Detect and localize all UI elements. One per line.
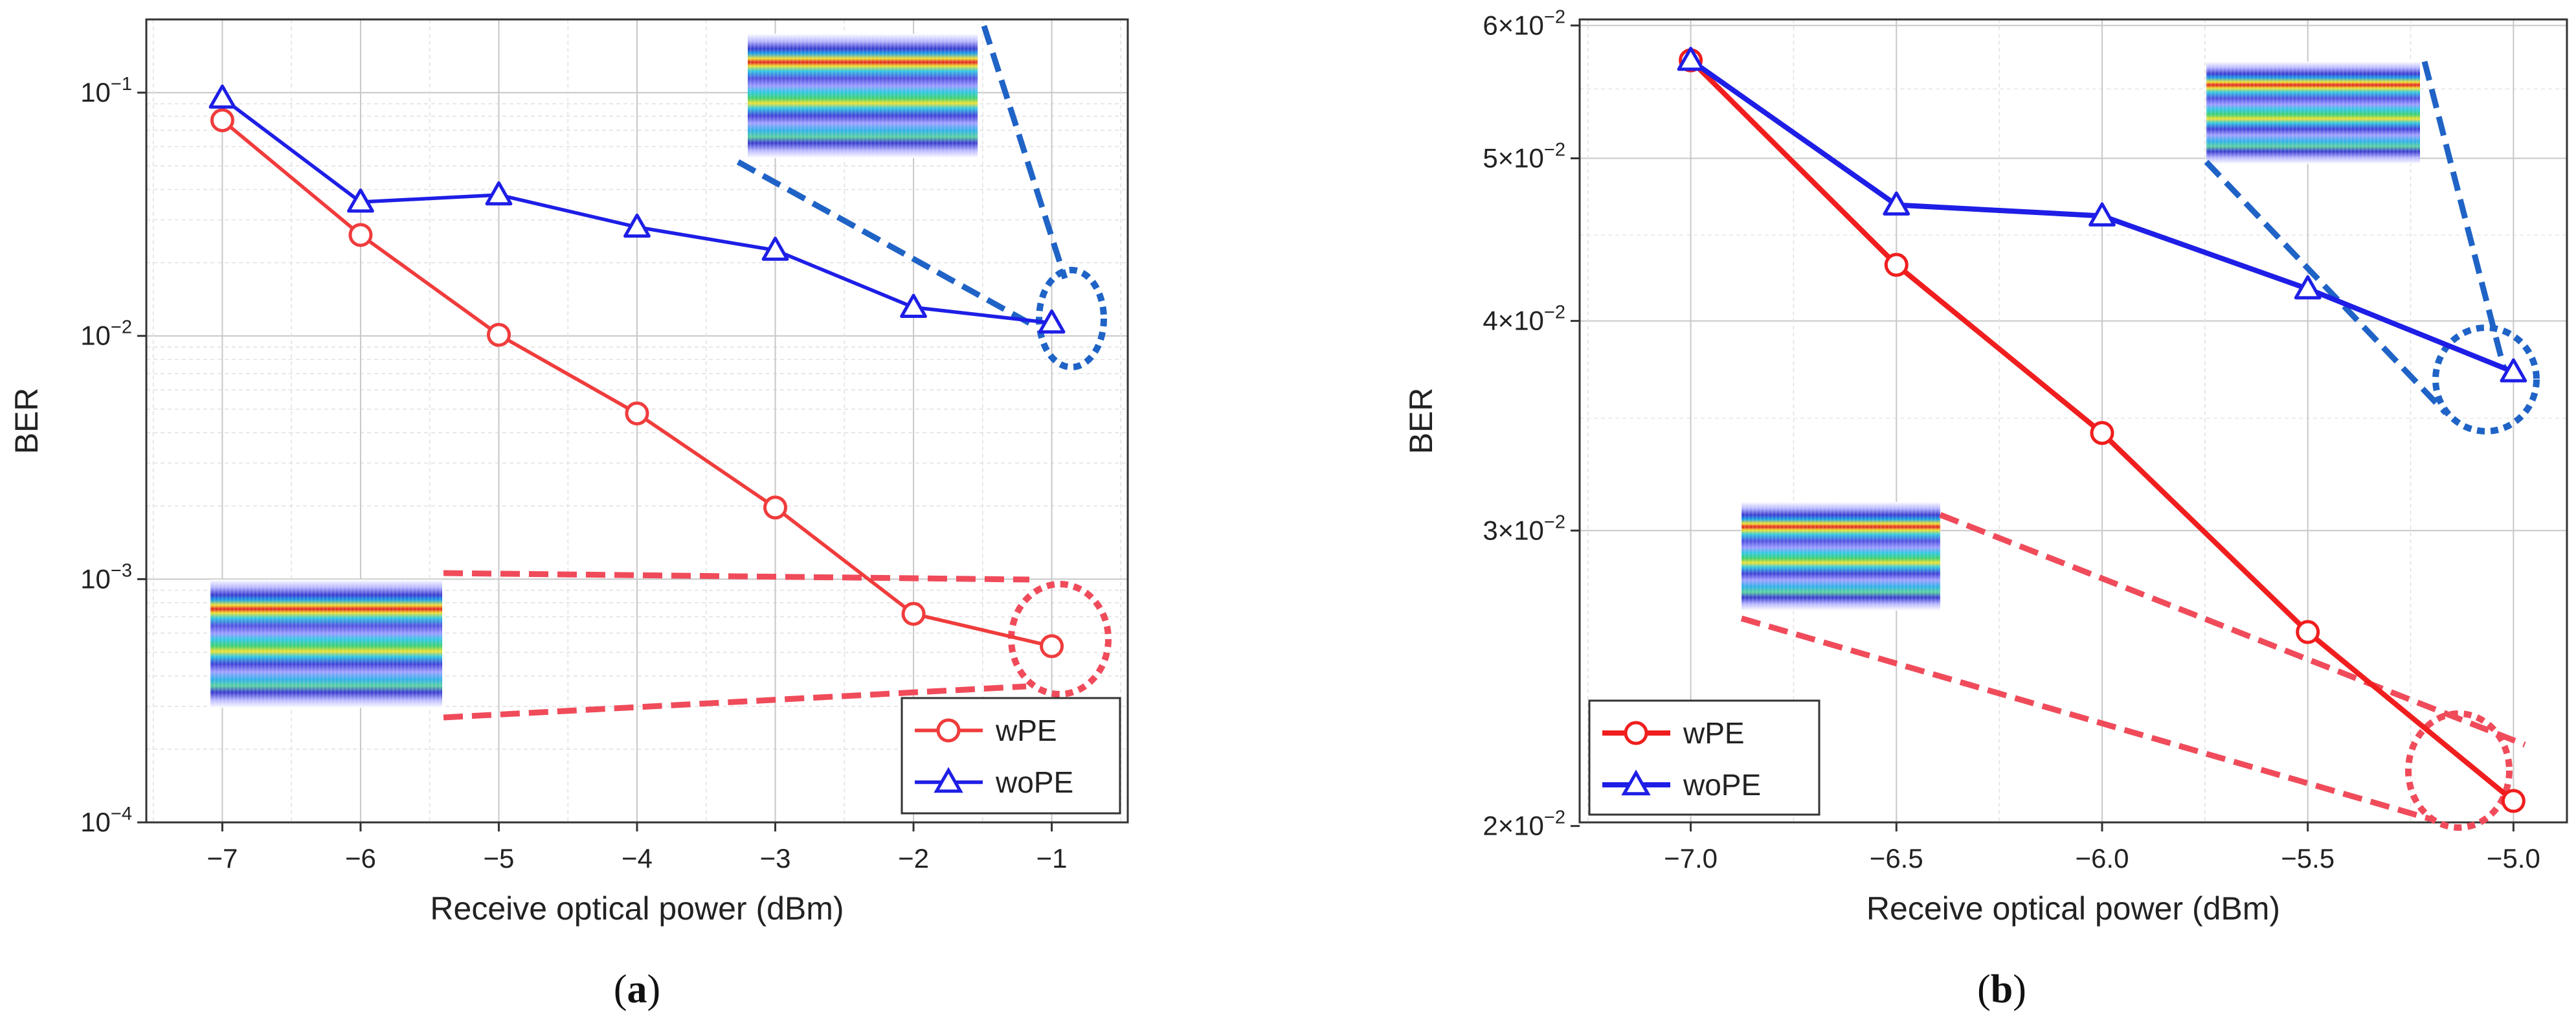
x-tick-label: −5.5	[2281, 843, 2335, 874]
legend-box	[901, 697, 1121, 815]
callout-dashed-line	[443, 570, 1030, 583]
marker-woPE	[1038, 309, 1066, 334]
marker-woPE	[2089, 202, 2116, 227]
x-axis: −7.0 −6.5 −6.0 −5.5 −5.0	[1664, 822, 2540, 874]
y-axis: 6×10−2 5×10−2 4×10−2 3×10−2 2×10−2	[1483, 6, 1580, 841]
callout-dotted-circle	[1008, 581, 1112, 697]
marker-wPE	[2501, 789, 2526, 813]
constellation-texture	[2206, 62, 2420, 164]
callout-dashed-line	[1740, 615, 2432, 822]
figure-caption: (b)	[1977, 967, 2026, 1011]
callout-dashed-line	[2421, 60, 2507, 370]
legend-label: woPE	[995, 765, 1073, 799]
x-axis-label: Receive optical power (dBm)	[430, 890, 844, 927]
constellation-inset	[1740, 502, 2526, 831]
y-tick-label: 3×10−2	[1483, 512, 1565, 545]
legend-label: wPE	[1683, 716, 1745, 750]
constellation-texture	[210, 580, 442, 708]
y-tick-label: 10−4	[80, 804, 132, 837]
legend-label: woPE	[1683, 768, 1761, 802]
marker-wPE	[486, 322, 511, 347]
y-axis-label: BER	[1403, 388, 1439, 455]
chart-a: −7 −6 −5 −4 −3 −2 −1 10−1 10−2 10−3 10−4 Receive op…	[8, 18, 1129, 1011]
constellation-texture	[1742, 502, 1940, 611]
y-tick-label: 6×10−2	[1483, 6, 1565, 40]
marker-wPE	[2090, 421, 2114, 446]
series-group	[1677, 47, 2527, 813]
x-tick-label: −7.0	[1664, 843, 1718, 874]
x-tick-label: −1	[1036, 843, 1068, 874]
marker-woPE	[761, 236, 789, 261]
constellation-inset	[2204, 60, 2540, 435]
marker-wPE	[1040, 634, 1064, 659]
legend-marker	[1624, 721, 1648, 745]
constellation-inset	[736, 25, 1107, 370]
callout-dashed-line	[443, 683, 1027, 721]
x-tick-label: −3	[760, 843, 791, 874]
marker-wPE	[901, 602, 926, 626]
y-tick-label: 10−1	[80, 74, 132, 107]
figure-caption: (a)	[614, 967, 660, 1011]
x-tick-label: −7	[207, 843, 238, 874]
callout-dashed-line	[2204, 159, 2448, 416]
y-tick-label: 10−2	[80, 317, 132, 351]
legend-marker	[936, 718, 961, 743]
legend-label: wPE	[995, 714, 1057, 747]
y-tick-label: 5×10−2	[1483, 140, 1565, 174]
x-tick-label: −2	[898, 843, 929, 874]
marker-woPE	[900, 293, 927, 318]
marker-wPE	[2296, 620, 2320, 644]
marker-woPE	[2500, 358, 2527, 383]
x-axis-label: Receive optical power (dBm)	[1866, 890, 2280, 927]
callout-dotted-circle	[2405, 710, 2513, 831]
callout-dashed-line	[981, 25, 1068, 280]
constellation-inset	[210, 570, 1112, 721]
marker-woPE	[623, 213, 651, 238]
marker-wPE	[763, 495, 788, 520]
marker-wPE	[625, 401, 649, 425]
y-tick-label: 4×10−2	[1483, 302, 1565, 336]
legend-marker	[934, 767, 963, 793]
callout-dotted-circle	[1036, 267, 1107, 370]
x-tick-label: −4	[622, 843, 653, 874]
x-tick-label: −6	[345, 843, 376, 874]
marker-woPE	[1883, 191, 1910, 216]
chart-b: −7.0 −6.5 −6.0 −5.5 −5.0 6×10−2 5×10−2 4×10−2 3×…	[1403, 6, 2568, 1011]
x-tick-label: −6.5	[1870, 843, 1923, 874]
x-axis: −7 −6 −5 −4 −3 −2 −1	[207, 822, 1068, 874]
x-tick-label: −5	[484, 843, 515, 874]
legend-marker	[1621, 769, 1651, 796]
marker-wPE	[1884, 253, 1909, 277]
plot-frame	[1578, 18, 2568, 824]
legend: wPE woPE	[901, 697, 1121, 815]
y-axis-label: BER	[8, 388, 45, 455]
callout-dashed-line	[1939, 512, 2526, 748]
y-axis: 10−1 10−2 10−3 10−4	[80, 74, 146, 837]
y-tick-label: 10−3	[80, 560, 132, 594]
y-tick-label: 2×10−2	[1483, 807, 1565, 841]
marker-woPE	[485, 181, 513, 206]
series-group	[208, 84, 1066, 659]
legend: wPE woPE	[1588, 699, 1820, 816]
marker-woPE	[208, 84, 236, 109]
legend-box	[1588, 699, 1820, 816]
marker-woPE	[347, 188, 374, 213]
x-tick-label: −5.0	[2487, 843, 2540, 874]
x-tick-label: −6.0	[2076, 843, 2129, 874]
marker-woPE	[2294, 275, 2322, 300]
marker-woPE	[1677, 47, 1705, 71]
callout-dotted-circle	[2432, 324, 2540, 435]
constellation-texture	[748, 34, 978, 158]
marker-wPE	[210, 108, 234, 133]
marker-wPE	[348, 223, 373, 247]
